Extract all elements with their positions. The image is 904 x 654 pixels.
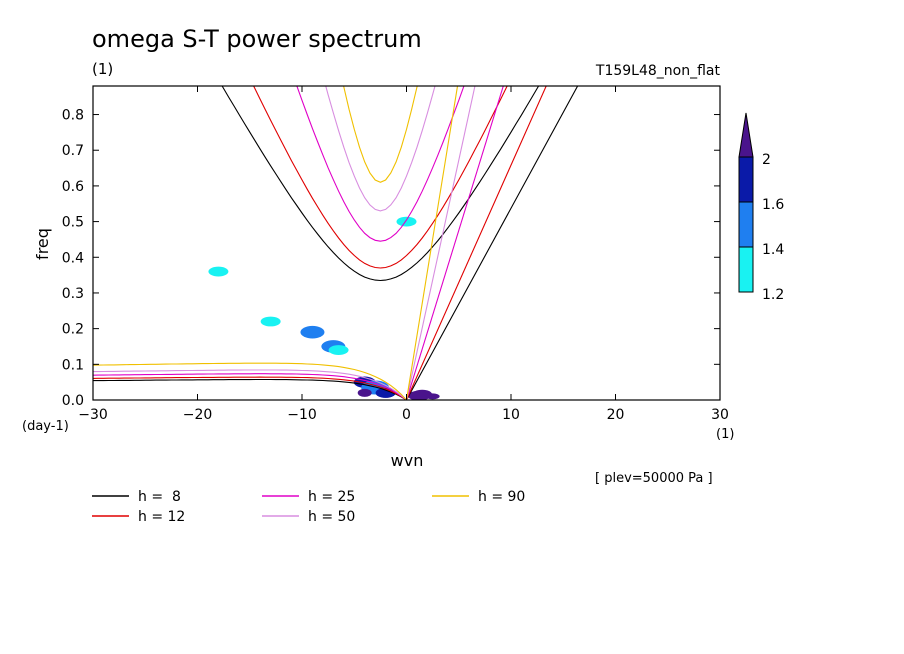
- colorbar-segment-3: [738, 156, 754, 203]
- colorbar-segment-2: [738, 201, 754, 248]
- y-tick-label: 0.8: [62, 108, 84, 124]
- x-tick-label: −10: [287, 407, 317, 423]
- x-axis: −30 −20 −10 0 10 20 30: [78, 86, 729, 423]
- rossby-curve-h8: [93, 378, 407, 400]
- power-blob: [425, 393, 440, 400]
- rossby-curve-h50: [93, 369, 407, 400]
- y-tick-label: 0.6: [62, 179, 84, 195]
- power-blob: [396, 216, 417, 227]
- rossby-curve-h25: [93, 373, 407, 400]
- y-tick-label: 0.4: [62, 250, 84, 266]
- level-note: [ plev=50000 Pa ]: [595, 471, 713, 486]
- colorbar-triangle: [738, 112, 754, 158]
- y-unit-label: (day-1): [22, 419, 69, 434]
- rossby-curve-h12: [93, 376, 407, 400]
- kelvin-line-h12: [405, 86, 547, 400]
- colorbar-label-1.4: 1.4: [762, 242, 784, 258]
- y-axis-label: freq: [33, 228, 52, 260]
- y-tick-label: 0.2: [62, 322, 84, 338]
- x-tick-label: −20: [183, 407, 213, 423]
- power-blob: [328, 345, 349, 355]
- ig-curve-h25: [296, 86, 465, 242]
- power-blob: [357, 388, 372, 397]
- y-axis: 0.0 0.1 0.2 0.3 0.4 0.5 0.6 0.7 0.8: [62, 108, 720, 409]
- power-shading: [208, 216, 440, 400]
- y-tick-label: 0.7: [62, 143, 84, 159]
- ig-curve-h50: [325, 86, 436, 212]
- y-tick-label: 0.0: [62, 393, 84, 409]
- legend-label: h = 90: [478, 489, 525, 505]
- kelvin-line-h50: [405, 86, 476, 400]
- x-tick-label: −30: [78, 407, 108, 423]
- kelvin-line-h90: [405, 86, 459, 400]
- plot-frame: [92, 85, 721, 401]
- ig-curve-h90: [343, 86, 418, 183]
- dispersion-curves: [93, 86, 579, 400]
- y-tick-label: 0.1: [62, 357, 84, 373]
- chart-title: omega S-T power spectrum: [92, 25, 422, 53]
- x-tick-label: 30: [711, 407, 729, 423]
- power-blob: [408, 390, 431, 400]
- legend-label: h = 25: [308, 489, 355, 505]
- legend-label: h = 12: [138, 509, 185, 525]
- power-blob: [208, 266, 229, 277]
- chart-subtitle-right: T159L48_non_flat: [595, 63, 721, 79]
- colorbar-label-1.2: 1.2: [762, 287, 784, 303]
- ig-curve-h8: [221, 86, 540, 282]
- legend-label: h = 50: [308, 509, 355, 525]
- kelvin-line-h8: [406, 86, 579, 400]
- power-blob: [260, 316, 281, 327]
- colorbar-label-1.6: 1.6: [762, 197, 784, 213]
- power-blob: [375, 387, 396, 398]
- x-unit-label: (1): [716, 427, 734, 442]
- ig-curve-h12: [253, 86, 508, 269]
- rossby-curve-h90: [93, 362, 407, 400]
- y-tick-label: 0.3: [62, 286, 84, 302]
- colorbar: 2 1.6 1.4 1.2: [738, 112, 784, 303]
- colorbar-label-2: 2: [762, 152, 771, 168]
- colorbar-segment-1: [738, 246, 754, 293]
- x-tick-label: 10: [502, 407, 520, 423]
- kelvin-line-h25: [405, 86, 504, 400]
- y-tick-label: 0.5: [62, 215, 84, 231]
- legend-label: h = 8: [138, 489, 181, 505]
- x-axis-label: wvn: [391, 451, 424, 470]
- legend: h = 8 h = 12 h = 25 h = 50 h = 90: [92, 489, 525, 525]
- x-tick-label: 20: [607, 407, 625, 423]
- chart-subtitle-left: (1): [92, 60, 113, 78]
- power-blob: [300, 325, 325, 339]
- x-tick-label: 0: [402, 407, 411, 423]
